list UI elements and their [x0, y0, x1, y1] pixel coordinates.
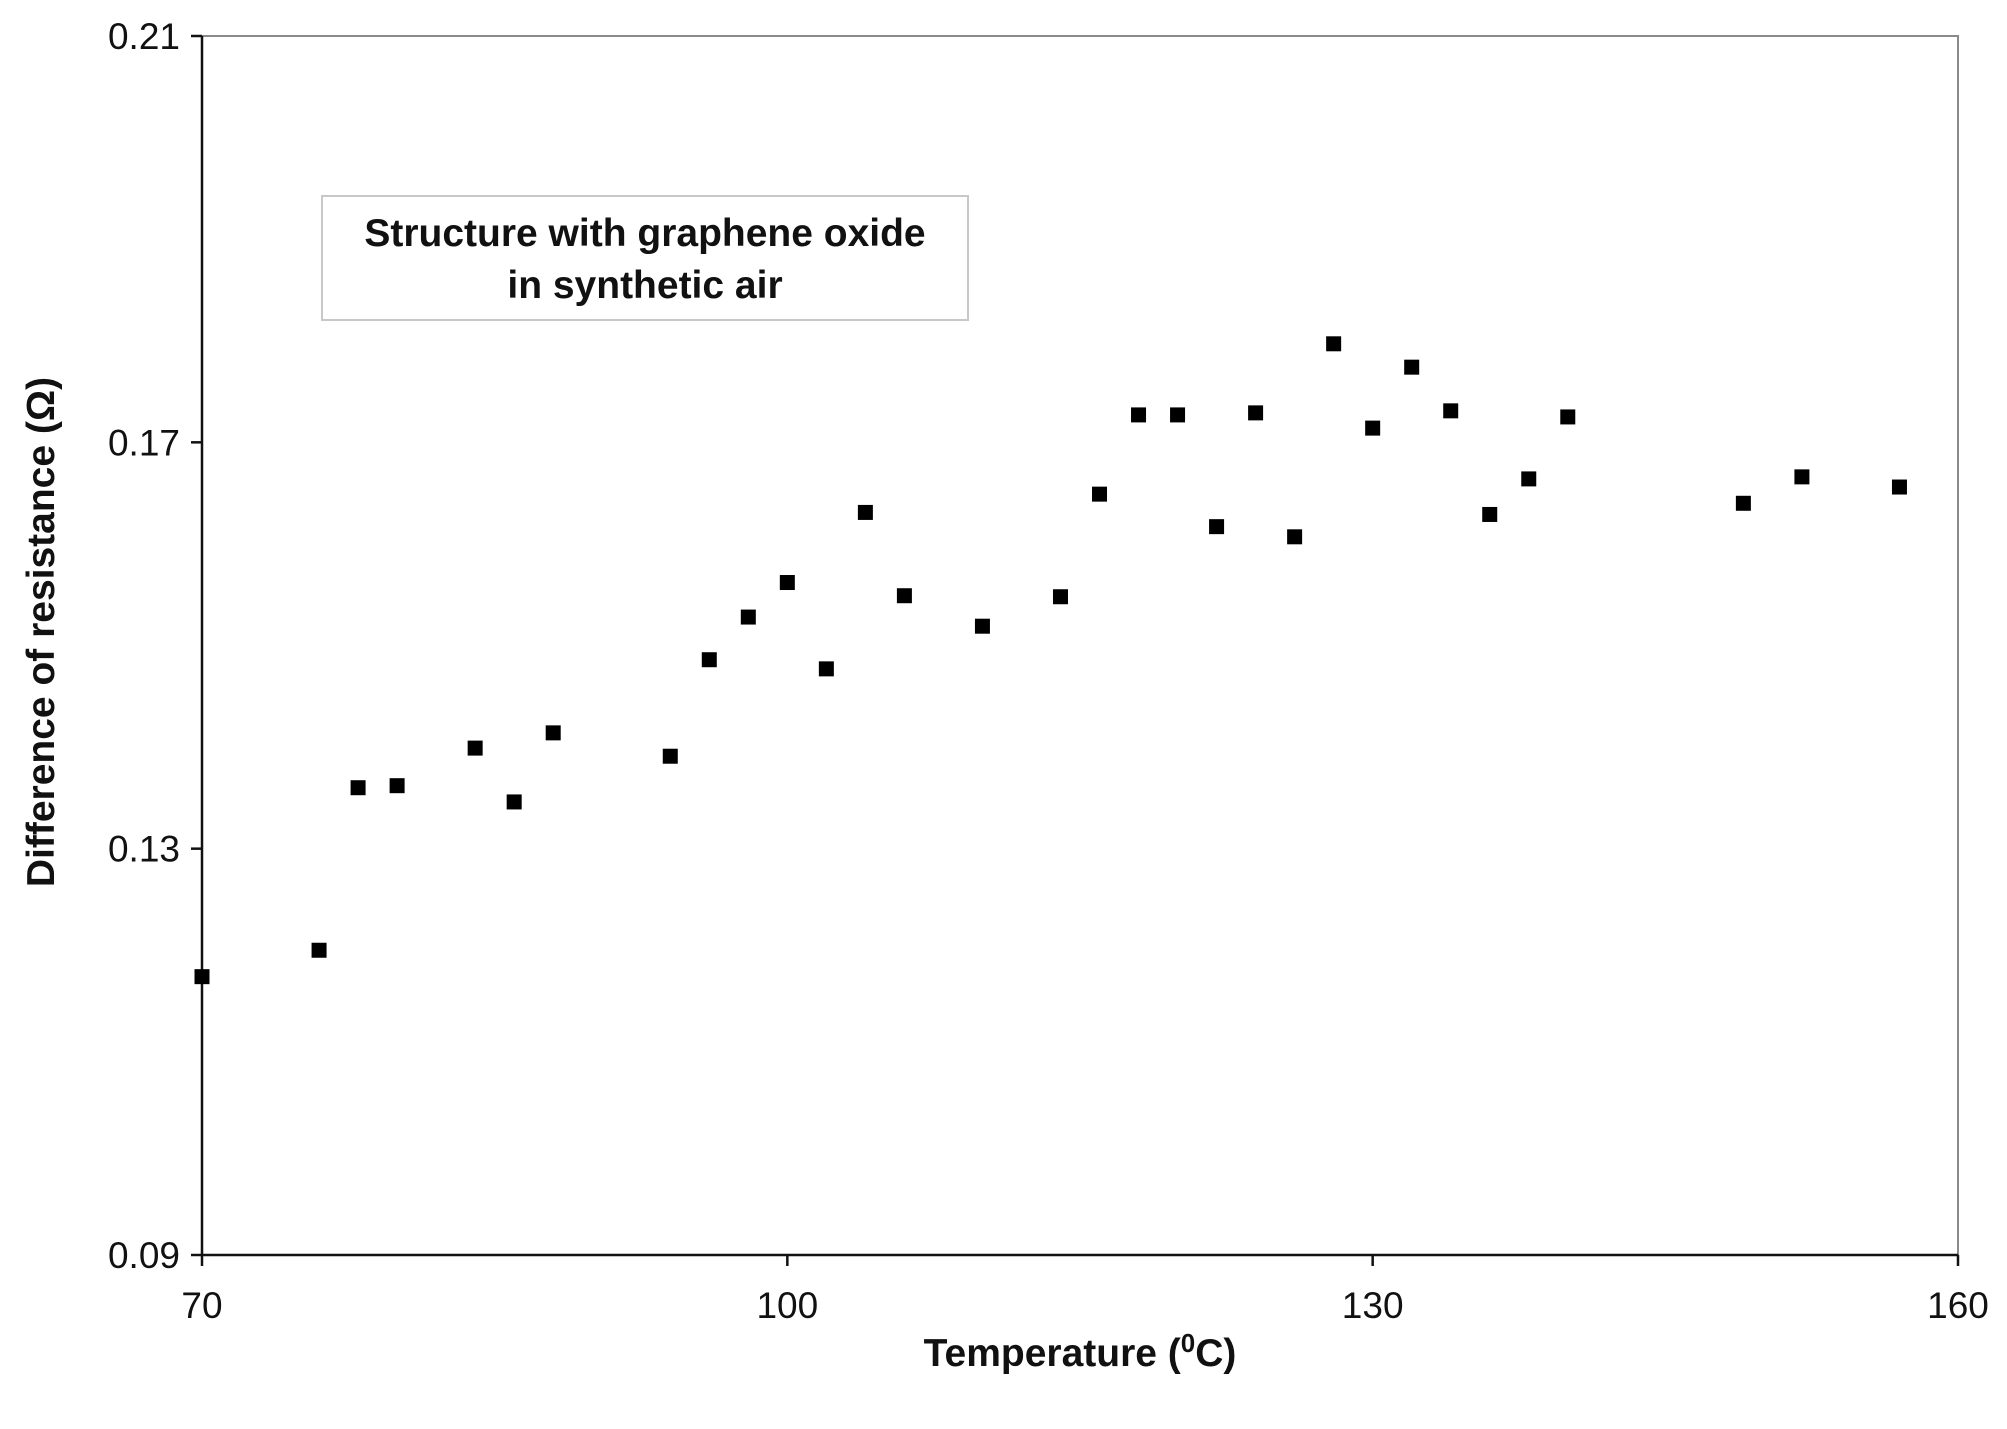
data-point: [1560, 409, 1576, 425]
x-tick-label: 70: [181, 1285, 222, 1326]
data-point: [1209, 519, 1225, 535]
data-point: [1052, 589, 1068, 605]
data-point: [545, 725, 561, 741]
annotation-box: Structure with graphene oxide in synthet…: [321, 195, 969, 321]
y-tick-label: 0.09: [108, 1235, 180, 1276]
x-axis-title-text: Temperature (: [924, 1332, 1181, 1375]
data-point: [1891, 479, 1907, 495]
data-point: [1131, 407, 1147, 423]
annotation-frame: [321, 195, 969, 321]
data-point: [1794, 469, 1810, 485]
data-point: [1482, 506, 1498, 522]
x-axis-title-unit: C): [1195, 1332, 1236, 1375]
x-axis-title-superscript: 0: [1181, 1328, 1195, 1358]
x-axis-ticks: 70 100 130 160: [181, 1255, 1989, 1326]
x-axis-title: Temperature (0C): [924, 1328, 1237, 1375]
data-point: [1404, 359, 1420, 375]
y-axis-title: Difference of resistance (Ω): [20, 377, 63, 887]
data-point: [1521, 471, 1537, 487]
data-point: [1326, 336, 1342, 352]
data-point: [1092, 486, 1108, 502]
data-point: [818, 661, 834, 677]
data-point: [1735, 495, 1751, 511]
annotation-line-1: Structure with graphene oxide: [364, 212, 925, 255]
data-point: [506, 794, 522, 810]
data-point: [1170, 407, 1186, 423]
data-point: [740, 609, 756, 625]
data-points: [194, 336, 1907, 985]
y-axis-ticks: 0.09 0.13 0.17 0.21: [108, 16, 202, 1276]
data-point: [1287, 529, 1303, 545]
data-point: [1248, 405, 1264, 421]
data-point: [1443, 403, 1459, 419]
y-tick-label: 0.17: [108, 422, 180, 463]
x-tick-label: 160: [1927, 1285, 1989, 1326]
data-point: [662, 748, 678, 764]
data-point: [1365, 420, 1381, 436]
data-point: [857, 504, 873, 520]
data-point: [350, 780, 366, 796]
data-point: [974, 618, 990, 634]
data-point: [701, 652, 717, 668]
data-point: [389, 778, 405, 794]
annotation-line-2: in synthetic air: [507, 264, 782, 307]
y-tick-label: 0.13: [108, 829, 180, 870]
x-tick-label: 100: [756, 1285, 818, 1326]
data-point: [467, 740, 483, 756]
y-tick-label: 0.21: [108, 16, 180, 57]
x-tick-label: 130: [1342, 1285, 1404, 1326]
data-point: [779, 575, 795, 591]
data-point: [194, 969, 210, 985]
data-point: [896, 588, 912, 604]
data-point: [311, 942, 327, 958]
